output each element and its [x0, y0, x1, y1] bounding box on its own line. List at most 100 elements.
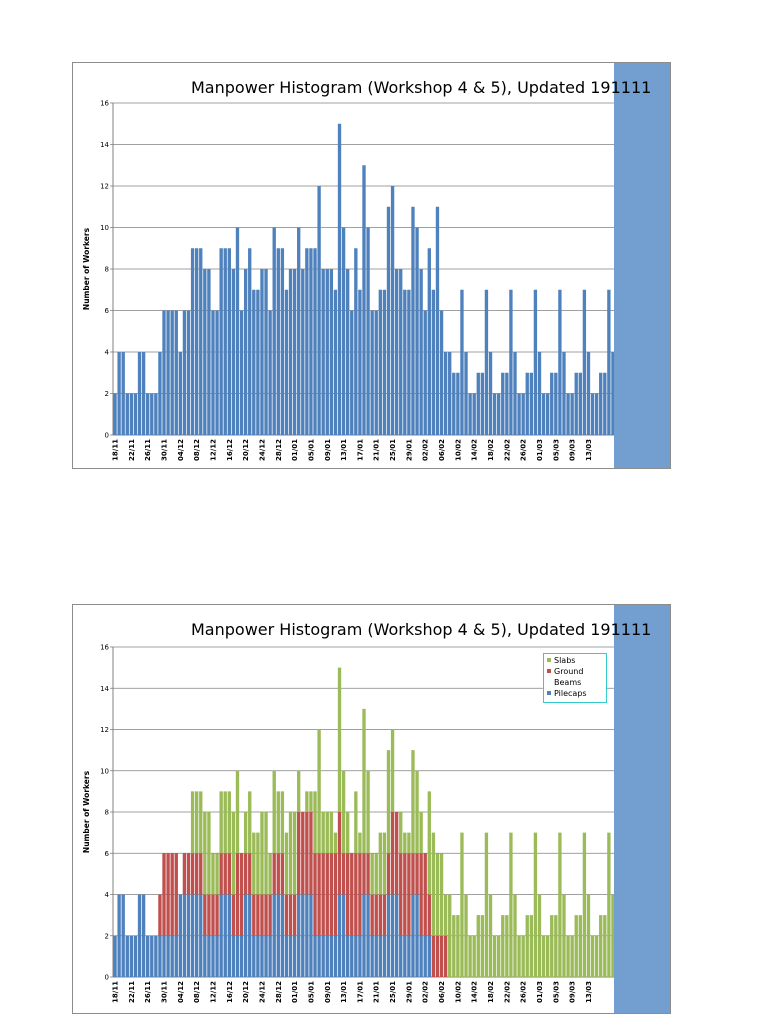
x-tick-label: 29/01	[405, 981, 413, 1003]
bar-slabs	[252, 832, 256, 895]
bar-workers	[443, 352, 448, 435]
bar-workers	[431, 289, 436, 435]
bar-workers	[582, 289, 587, 435]
bar-pilecaps	[288, 935, 293, 977]
y-tick-label: 2	[105, 390, 109, 398]
bar-pilecaps	[260, 935, 264, 977]
x-tick-label: 02/02	[422, 439, 430, 461]
bar-pilecaps	[325, 935, 329, 977]
bar-slabs	[280, 791, 285, 854]
x-tick-label: 26/11	[144, 439, 152, 461]
bar-slabs	[599, 915, 603, 977]
bar-workers	[362, 165, 366, 435]
legend-label: Pilecaps	[554, 689, 587, 698]
bar-pilecaps	[362, 894, 366, 977]
bar-slabs	[607, 832, 611, 977]
bar-workers	[125, 393, 129, 435]
bar-pilecaps	[280, 894, 285, 977]
bar-pilecaps	[170, 935, 174, 977]
bar-workers	[272, 227, 276, 435]
bar-ground-beams	[341, 853, 346, 895]
x-tick-label: 14/02	[471, 981, 479, 1003]
bar-pilecaps	[411, 894, 415, 977]
bar-workers	[150, 393, 154, 435]
bar-workers	[390, 186, 395, 435]
bar-pilecaps	[354, 935, 358, 977]
bar-pilecaps	[415, 894, 419, 977]
bar-pilecaps	[203, 935, 207, 977]
x-tick-label: 24/12	[258, 981, 266, 1003]
bar-workers	[194, 248, 199, 435]
bar-workers	[505, 372, 509, 435]
bar-slabs	[415, 770, 419, 854]
bar-pilecaps	[329, 935, 334, 977]
x-tick-label: 22/02	[503, 981, 511, 1003]
x-tick-label: 12/12	[209, 439, 217, 461]
x-tick-label: 13/03	[585, 439, 593, 461]
bar-pilecaps	[272, 894, 276, 977]
bar-pilecaps	[252, 935, 256, 977]
bar-pilecaps	[317, 935, 321, 977]
bar-ground-beams	[223, 853, 227, 895]
bar-workers	[472, 393, 476, 435]
bar-slabs	[346, 812, 350, 854]
bar-workers	[537, 352, 542, 435]
bar-workers	[378, 289, 382, 435]
x-tick-label: 10/02	[454, 981, 462, 1003]
bar-pilecaps	[141, 894, 146, 977]
bar-workers	[558, 289, 562, 435]
bar-pilecaps	[346, 935, 350, 977]
bar-slabs	[203, 812, 207, 895]
bar-pilecaps	[186, 894, 191, 977]
bar-ground-beams	[366, 853, 370, 895]
bar-pilecaps	[399, 935, 403, 977]
bar-pilecaps	[333, 935, 338, 977]
bar-ground-beams	[309, 812, 313, 895]
bar-pilecaps	[301, 894, 305, 977]
bar-slabs	[525, 915, 529, 977]
bar-pilecaps	[427, 935, 431, 977]
bar-workers	[427, 248, 431, 435]
bar-slabs	[341, 770, 346, 854]
bar-ground-beams	[288, 894, 293, 936]
bar-slabs	[570, 935, 574, 977]
bar-ground-beams	[374, 894, 378, 936]
bar-slabs	[231, 812, 236, 895]
bar-slabs	[611, 894, 615, 977]
bar-workers	[423, 310, 427, 435]
bar-workers	[497, 393, 501, 435]
bar-workers	[154, 393, 158, 435]
bar-slabs	[452, 915, 456, 977]
bar-slabs	[582, 832, 587, 977]
bar-ground-beams	[276, 853, 280, 895]
bar-ground-beams	[407, 853, 411, 936]
bar-workers	[594, 393, 599, 435]
x-tick-label: 18/02	[487, 439, 495, 461]
bar-slabs	[390, 729, 395, 812]
bar-pilecaps	[403, 935, 407, 977]
bar-workers	[333, 289, 338, 435]
y-tick-label: 4	[105, 891, 110, 899]
bar-workers	[374, 310, 378, 435]
bar-workers	[448, 352, 452, 435]
y-tick-label: 2	[105, 932, 109, 940]
x-tick-label: 13/03	[585, 981, 593, 1003]
y-tick-label: 10	[100, 224, 109, 232]
bar-workers	[170, 310, 174, 435]
bar-ground-beams	[207, 894, 211, 936]
x-tick-label: 24/12	[258, 439, 266, 461]
bar-ground-beams	[243, 853, 248, 895]
bar-workers	[174, 310, 178, 435]
bar-workers	[341, 227, 346, 435]
bar-workers	[492, 393, 497, 435]
bar-pilecaps	[154, 935, 158, 977]
bar-slabs	[468, 935, 472, 977]
bar-workers	[219, 248, 223, 435]
bar-slabs	[199, 791, 203, 854]
bar-workers	[248, 248, 252, 435]
bar-slabs	[207, 812, 211, 895]
bar-slabs	[248, 791, 252, 854]
bar-workers	[509, 289, 513, 435]
bar-pilecaps	[297, 894, 301, 977]
bar-ground-beams	[337, 812, 342, 895]
